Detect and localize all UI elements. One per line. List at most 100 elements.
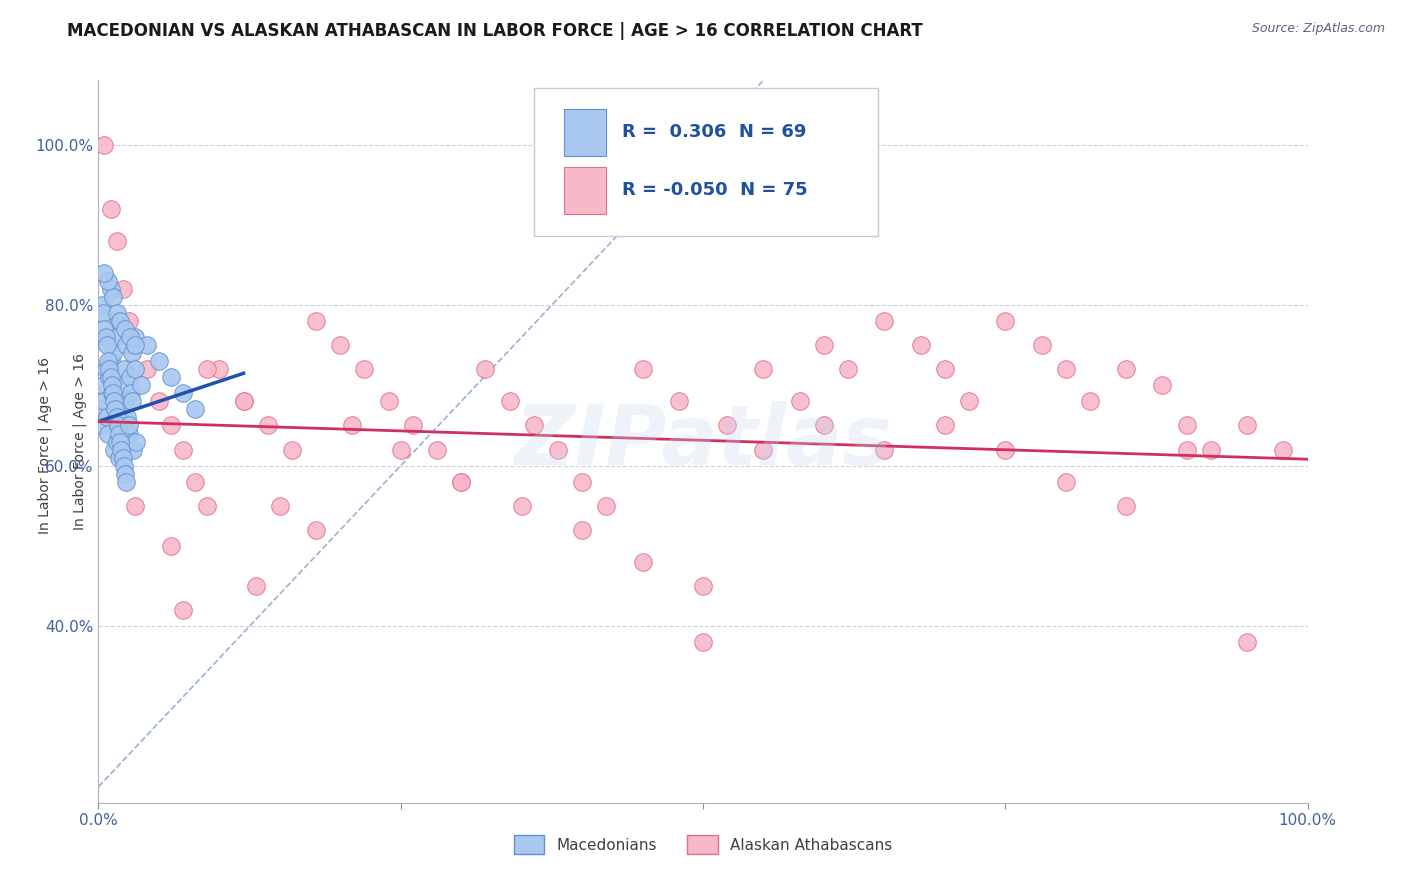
Point (571, 523, 593, 537)
Text: ZIPatlas: ZIPatlas (515, 401, 891, 482)
Point (103, 442, 125, 457)
Point (571, 475, 593, 489)
Point (108, 418, 131, 433)
Point (1272, 442, 1295, 457)
Point (910, 338, 932, 352)
Point (103, 394, 125, 409)
Point (100, 282, 122, 296)
Point (121, 394, 143, 409)
FancyBboxPatch shape (534, 87, 879, 235)
Point (692, 635, 714, 649)
Point (1031, 338, 1053, 352)
Point (114, 394, 136, 409)
Point (121, 346, 143, 360)
Point (118, 370, 141, 384)
Point (100, 378, 122, 392)
Point (474, 362, 496, 376)
Point (172, 603, 194, 617)
Point (269, 499, 291, 513)
Point (160, 539, 183, 553)
Point (402, 418, 425, 433)
Point (115, 475, 138, 489)
Point (184, 475, 207, 489)
Point (1115, 362, 1137, 376)
Point (91, 378, 114, 392)
Point (97, 426, 120, 441)
Point (281, 442, 304, 457)
Text: Source: ZipAtlas.com: Source: ZipAtlas.com (1251, 22, 1385, 36)
Point (837, 362, 859, 376)
Point (668, 394, 690, 409)
Point (96, 338, 118, 352)
Point (111, 282, 134, 296)
Point (94, 362, 117, 376)
Point (107, 418, 129, 433)
Point (100, 202, 122, 216)
Point (93, 322, 115, 336)
Point (108, 450, 131, 465)
Point (752, 362, 775, 376)
Point (90, 418, 112, 433)
Point (1054, 475, 1077, 489)
Point (93, 394, 115, 409)
Text: R =  0.306  N = 69: R = 0.306 N = 69 (621, 123, 807, 141)
Point (111, 378, 134, 392)
Point (1175, 442, 1198, 457)
Point (450, 475, 472, 489)
Point (91, 298, 114, 312)
Point (91, 306, 114, 320)
Point (105, 306, 128, 320)
Point (93, 137, 115, 152)
Point (104, 330, 127, 344)
Point (498, 394, 520, 409)
Point (716, 418, 738, 433)
Point (389, 442, 412, 457)
Point (105, 434, 128, 449)
Point (377, 394, 399, 409)
Point (97, 354, 120, 368)
Point (813, 418, 835, 433)
Point (118, 418, 141, 433)
Point (510, 499, 533, 513)
Point (124, 499, 146, 513)
Point (172, 386, 194, 401)
Point (631, 362, 654, 376)
Point (184, 402, 207, 417)
Point (120, 386, 142, 401)
Point (631, 555, 654, 569)
Point (100, 354, 122, 368)
Point (114, 322, 136, 336)
Point (692, 579, 714, 593)
Point (329, 338, 352, 352)
Point (112, 458, 135, 473)
Point (93, 266, 115, 280)
Point (96, 410, 118, 425)
Point (101, 386, 124, 401)
Point (547, 442, 569, 457)
Point (813, 338, 835, 352)
Point (118, 426, 141, 441)
Point (124, 338, 146, 352)
Point (342, 418, 364, 433)
Point (934, 418, 956, 433)
Point (353, 362, 375, 376)
Point (108, 314, 131, 328)
Point (124, 338, 146, 352)
Point (107, 314, 129, 328)
Point (1199, 442, 1222, 457)
Point (208, 362, 231, 376)
Point (994, 314, 1017, 328)
Legend: Macedonians, Alaskan Athabascans: Macedonians, Alaskan Athabascans (508, 830, 898, 860)
Point (1236, 418, 1258, 433)
Point (124, 330, 146, 344)
Point (873, 442, 896, 457)
Point (135, 338, 157, 352)
Point (1175, 418, 1198, 433)
Point (148, 394, 170, 409)
Point (117, 410, 139, 425)
Point (305, 523, 328, 537)
Point (957, 394, 980, 409)
Point (129, 378, 152, 392)
Point (112, 362, 135, 376)
Point (100, 370, 122, 384)
